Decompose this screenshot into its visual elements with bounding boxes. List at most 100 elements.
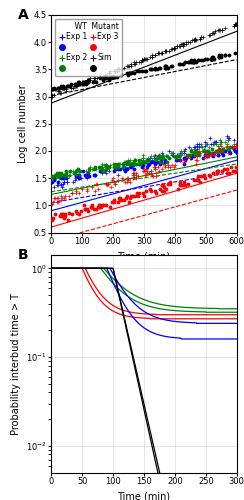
Point — [157, 64, 161, 72]
Point — [152, 154, 155, 162]
Point — [142, 192, 146, 200]
Point — [214, 140, 218, 147]
Point — [230, 144, 234, 152]
Point — [102, 202, 105, 209]
Point — [52, 176, 56, 184]
Point — [163, 158, 167, 166]
Point — [191, 58, 195, 66]
Point — [138, 160, 142, 168]
Point — [229, 163, 233, 171]
Point — [129, 62, 133, 70]
Point — [160, 182, 163, 190]
Point — [106, 180, 110, 188]
Point — [127, 158, 131, 166]
Point — [115, 66, 119, 74]
Point — [112, 163, 116, 171]
Point — [182, 40, 186, 48]
Point — [137, 188, 141, 196]
Point — [134, 170, 138, 178]
Point — [197, 140, 201, 147]
Point — [93, 187, 97, 195]
Point — [211, 54, 215, 62]
Point — [219, 138, 223, 146]
Point — [77, 170, 81, 178]
Point — [220, 149, 224, 157]
Point — [220, 26, 224, 34]
Point — [98, 165, 102, 173]
Point — [102, 162, 106, 170]
Point — [105, 182, 109, 190]
Point — [177, 150, 181, 158]
Point — [192, 58, 195, 66]
Point — [220, 167, 224, 175]
Point — [209, 149, 213, 157]
Point — [62, 170, 66, 178]
Point — [149, 168, 152, 176]
X-axis label: Time (min): Time (min) — [117, 491, 171, 500]
Point — [164, 152, 168, 160]
Point — [212, 140, 216, 147]
Point — [182, 158, 186, 166]
Point — [160, 165, 164, 173]
Point — [212, 138, 216, 146]
Point — [217, 52, 221, 60]
Point — [226, 136, 230, 144]
Point — [217, 52, 221, 60]
Point — [117, 66, 121, 74]
Point — [65, 174, 69, 182]
Point — [195, 145, 199, 153]
Point — [68, 170, 72, 178]
Point — [210, 52, 214, 60]
Point — [125, 160, 129, 168]
X-axis label: Time (min): Time (min) — [117, 251, 171, 261]
Point — [194, 58, 198, 66]
Point — [104, 162, 108, 170]
Point — [107, 69, 111, 77]
Point — [112, 167, 115, 175]
Point — [117, 160, 121, 168]
Point — [145, 163, 149, 171]
Point — [136, 192, 140, 200]
Point — [77, 170, 81, 178]
Point — [141, 158, 144, 166]
Point — [140, 163, 144, 171]
Point — [144, 54, 148, 62]
Point — [141, 67, 144, 75]
Point — [126, 174, 130, 182]
Point — [146, 156, 150, 164]
Point — [145, 54, 149, 62]
Point — [152, 158, 156, 166]
Point — [55, 170, 59, 178]
Point — [153, 66, 157, 74]
Point — [187, 150, 191, 158]
Point — [131, 162, 135, 170]
Point — [193, 150, 196, 158]
Point — [203, 174, 206, 182]
Point — [62, 194, 66, 202]
Point — [179, 42, 183, 50]
Point — [185, 150, 189, 158]
Point — [76, 165, 80, 173]
Point — [197, 149, 201, 157]
Point — [179, 150, 183, 158]
Point — [192, 149, 196, 157]
Point — [195, 140, 199, 147]
Point — [184, 40, 188, 48]
Point — [211, 152, 215, 160]
Point — [175, 42, 179, 50]
Point — [159, 156, 163, 164]
Point — [60, 194, 64, 202]
Point — [131, 170, 135, 178]
Point — [154, 156, 158, 164]
Point — [153, 150, 157, 158]
Point — [99, 163, 103, 171]
Point — [234, 140, 238, 147]
Point — [194, 147, 198, 155]
Point — [164, 64, 168, 72]
Point — [111, 72, 115, 80]
Point — [114, 162, 118, 170]
Point — [200, 144, 204, 152]
Point — [163, 62, 167, 70]
Point — [235, 149, 239, 157]
Point — [82, 202, 86, 209]
